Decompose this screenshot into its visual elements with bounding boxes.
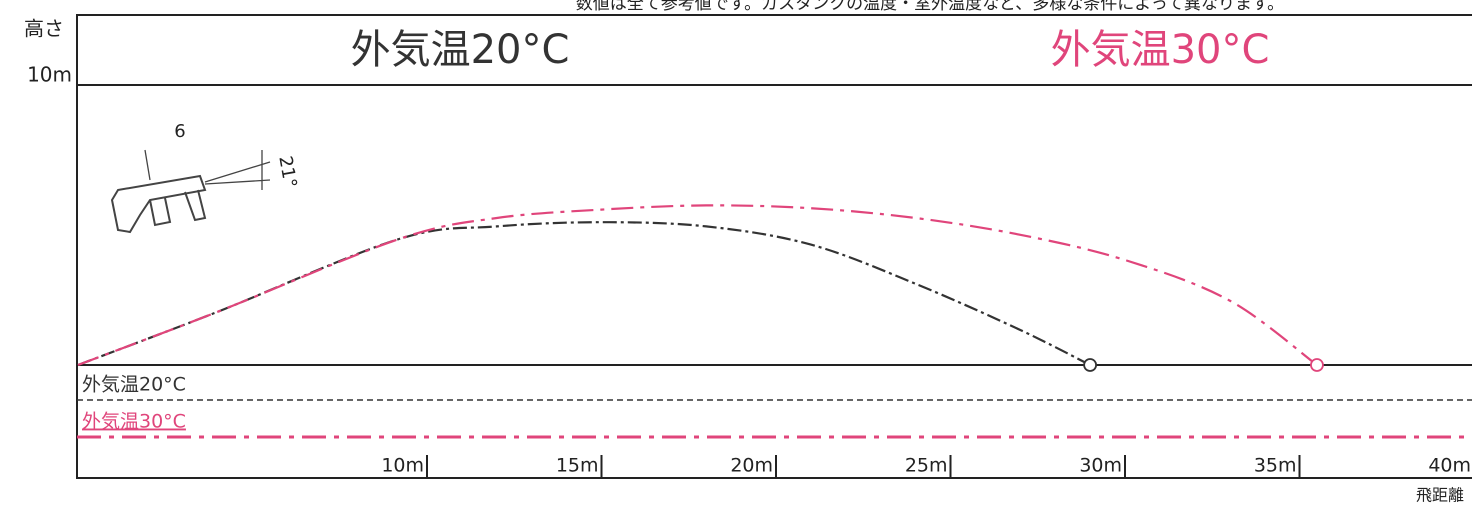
gun-grip [149, 197, 172, 227]
note: 数値は全て参考値です。ガスタンクの温度・室外温度など、多様な条件によって異なりま… [576, 0, 1284, 14]
angle-label: 21° [274, 154, 300, 189]
trajectory [77, 204, 1318, 367]
series-heading: 外気温20°C [351, 27, 570, 73]
gun-body [110, 174, 207, 234]
y-tick-label: 10m [27, 63, 72, 87]
x-tick-label: 25m [905, 455, 948, 477]
legend-label: 外気温30°C [82, 411, 186, 433]
gun-mag [184, 189, 207, 222]
gun-label: 6 [174, 121, 185, 142]
x-axis-title: 飛距離 [1416, 486, 1464, 505]
trajectory [77, 221, 1091, 367]
x-tick-label: 35m [1254, 455, 1297, 477]
x-tick-label: 20m [730, 455, 773, 477]
y-axis-title: 高さ [24, 17, 64, 41]
series-heading: 外気温30°C [1051, 27, 1270, 73]
gun-icon [110, 149, 271, 234]
x-tick-label: 15m [556, 455, 599, 477]
landing-point [1083, 358, 1097, 372]
angle-lines [144, 149, 271, 190]
legend-label: 外気温20°C [82, 374, 186, 396]
x-tick-label: 10m [381, 455, 424, 477]
x-tick-label: 30m [1079, 455, 1122, 477]
landing-point [1310, 358, 1324, 372]
x-tick-label: 40m [1428, 455, 1471, 477]
